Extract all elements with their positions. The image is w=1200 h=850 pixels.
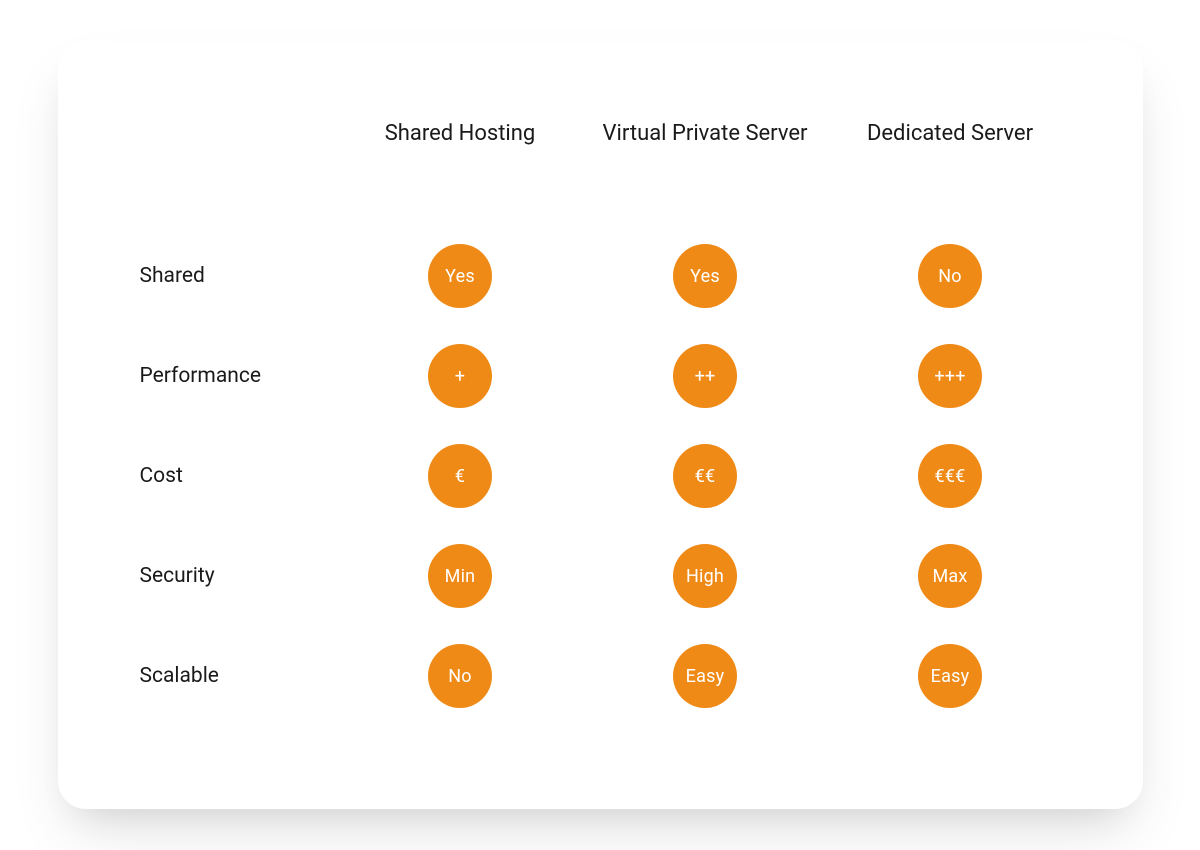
cell-shared-vps: Yes bbox=[583, 226, 828, 326]
row-label-performance: Performance bbox=[128, 326, 338, 426]
pill-cost-vps: €€ bbox=[673, 444, 737, 508]
pill-shared-vps: Yes bbox=[673, 244, 737, 308]
cell-shared-dedicated: No bbox=[828, 226, 1073, 326]
pill-performance-dedicated: +++ bbox=[918, 344, 982, 408]
column-header-dedicated: Dedicated Server bbox=[828, 111, 1073, 226]
row-label-shared: Shared bbox=[128, 226, 338, 326]
pill-cost-dedicated: €€€ bbox=[918, 444, 982, 508]
cell-cost-dedicated: €€€ bbox=[828, 426, 1073, 526]
pill-scalable-vps: Easy bbox=[673, 644, 737, 708]
pill-performance-shared-hosting: + bbox=[428, 344, 492, 408]
pill-shared-shared-hosting: Yes bbox=[428, 244, 492, 308]
cell-cost-vps: €€ bbox=[583, 426, 828, 526]
comparison-card: Shared Hosting Virtual Private Server De… bbox=[58, 41, 1143, 809]
row-label-scalable: Scalable bbox=[128, 626, 338, 726]
row-label-security: Security bbox=[128, 526, 338, 626]
cell-performance-shared-hosting: + bbox=[338, 326, 583, 426]
cell-scalable-shared-hosting: No bbox=[338, 626, 583, 726]
cell-security-shared-hosting: Min bbox=[338, 526, 583, 626]
cell-security-dedicated: Max bbox=[828, 526, 1073, 626]
row-label-cost: Cost bbox=[128, 426, 338, 526]
pill-scalable-dedicated: Easy bbox=[918, 644, 982, 708]
pill-shared-dedicated: No bbox=[918, 244, 982, 308]
cell-performance-dedicated: +++ bbox=[828, 326, 1073, 426]
pill-scalable-shared-hosting: No bbox=[428, 644, 492, 708]
cell-performance-vps: ++ bbox=[583, 326, 828, 426]
cell-scalable-dedicated: Easy bbox=[828, 626, 1073, 726]
pill-security-shared-hosting: Min bbox=[428, 544, 492, 608]
pill-performance-vps: ++ bbox=[673, 344, 737, 408]
cell-scalable-vps: Easy bbox=[583, 626, 828, 726]
pill-security-dedicated: Max bbox=[918, 544, 982, 608]
pill-cost-shared-hosting: € bbox=[428, 444, 492, 508]
cell-security-vps: High bbox=[583, 526, 828, 626]
grid-blank-corner bbox=[128, 111, 338, 226]
column-header-shared-hosting: Shared Hosting bbox=[338, 111, 583, 226]
cell-cost-shared-hosting: € bbox=[338, 426, 583, 526]
pill-security-vps: High bbox=[673, 544, 737, 608]
cell-shared-shared-hosting: Yes bbox=[338, 226, 583, 326]
comparison-grid: Shared Hosting Virtual Private Server De… bbox=[128, 111, 1073, 726]
column-header-vps: Virtual Private Server bbox=[583, 111, 828, 226]
